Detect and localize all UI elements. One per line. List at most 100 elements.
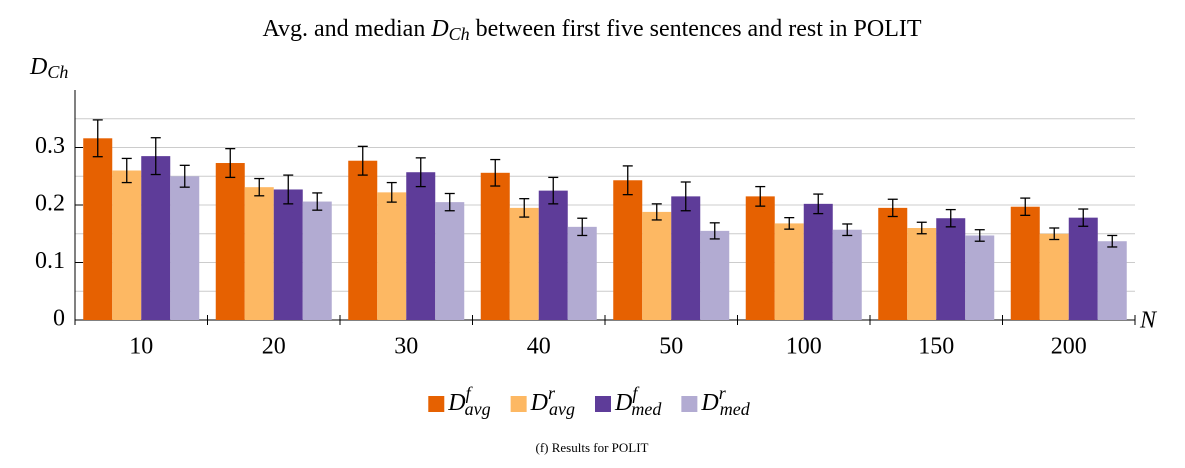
bar: [435, 202, 465, 320]
error-bar: [283, 174, 294, 205]
x-tick-label: 10: [129, 334, 153, 360]
bar: [832, 229, 862, 320]
y-axis-label: DCh: [29, 54, 68, 83]
legend-item: Dr med: [681, 383, 751, 419]
bar: [509, 207, 539, 320]
error-bar: [225, 147, 236, 179]
legend-item: Df med: [595, 383, 662, 419]
legend-sup: r: [719, 383, 727, 403]
legend-name: D: [614, 390, 632, 416]
y-tick-label: 0.2: [35, 191, 65, 217]
error-bar: [842, 223, 853, 237]
legend-label: Dr avg: [530, 383, 575, 419]
error-bar: [1078, 208, 1089, 227]
bar: [700, 230, 730, 320]
error-bar: [755, 185, 766, 207]
x-tick-label: 30: [394, 334, 418, 360]
x-tick-label: 150: [918, 334, 954, 360]
x-tick-label: 50: [659, 334, 683, 360]
error-bar: [121, 157, 132, 184]
bar: [613, 180, 643, 320]
bar: [480, 172, 510, 320]
legend-sub: avg: [549, 399, 575, 419]
bar: [1039, 233, 1069, 320]
error-bar: [577, 217, 588, 237]
legend-swatch: [595, 396, 611, 412]
bar: [1010, 206, 1040, 320]
error-bar: [709, 222, 720, 240]
legend-sub: avg: [465, 399, 491, 419]
error-bar: [150, 137, 161, 176]
legend-sup: f: [632, 383, 640, 403]
error-bar: [916, 221, 927, 235]
bar: [567, 226, 597, 320]
bar: [745, 196, 775, 320]
error-bar: [386, 181, 397, 203]
bar: [538, 190, 568, 320]
bar: [170, 176, 200, 320]
error-bar: [651, 203, 662, 221]
bar: [244, 187, 274, 320]
bar: [377, 192, 407, 320]
error-bar: [92, 119, 103, 158]
bar: [273, 189, 303, 320]
error-bar: [312, 192, 323, 211]
bar: [907, 228, 937, 320]
legend-swatch: [510, 396, 527, 412]
error-bar: [444, 192, 455, 212]
bar: [936, 218, 966, 320]
error-bar: [1049, 227, 1060, 241]
error-bar: [548, 176, 559, 205]
error-bar: [1020, 197, 1031, 217]
legend-label: Df med: [614, 383, 662, 419]
legend-sub: med: [720, 399, 751, 419]
caption: (f) Results for POLIT: [535, 440, 648, 455]
bar: [803, 203, 833, 320]
y-tick-label: 0.3: [35, 133, 65, 159]
x-tick-label: 100: [786, 334, 822, 360]
bar: [1068, 217, 1098, 320]
legend-label: Dr med: [700, 383, 750, 419]
error-bar: [254, 177, 265, 197]
bar: [1097, 241, 1127, 320]
error-bar: [887, 198, 898, 218]
legend-name: D: [530, 390, 548, 416]
error-bar: [974, 229, 985, 242]
legend-item: Df avg: [428, 383, 491, 419]
legend-name: D: [700, 390, 718, 416]
legend-sup: r: [548, 383, 556, 403]
bar: [671, 196, 701, 320]
error-bar: [1107, 234, 1118, 248]
error-bar: [784, 216, 795, 230]
error-bar: [357, 145, 368, 176]
bar: [406, 172, 436, 320]
bar: [774, 223, 804, 320]
error-bar: [680, 181, 691, 212]
legend-label: Df avg: [447, 383, 490, 419]
legend-item: Dr avg: [510, 383, 575, 419]
legend-name: D: [447, 390, 465, 416]
error-bar: [519, 198, 530, 218]
legend-swatch: [428, 396, 445, 412]
bar: [112, 170, 142, 320]
x-tick-label: 40: [527, 334, 551, 360]
x-axis-label: N: [1139, 308, 1158, 334]
error-bar: [490, 158, 501, 187]
y-tick-label: 0.1: [35, 248, 65, 274]
legend-sub: med: [631, 399, 662, 419]
error-bar: [813, 193, 824, 215]
bar: [965, 235, 995, 320]
chart-title: Avg. and median DCh between first five s…: [262, 16, 921, 45]
legend-sup: f: [466, 383, 474, 403]
bar: [348, 160, 378, 320]
bar: [878, 207, 908, 320]
error-bar: [622, 165, 633, 196]
legend-swatch: [681, 396, 698, 412]
error-bar: [179, 164, 190, 188]
error-bar: [945, 208, 956, 228]
y-tick-label: 0: [53, 306, 65, 332]
bar: [83, 138, 113, 320]
bar: [141, 156, 171, 320]
bar: [215, 163, 245, 320]
